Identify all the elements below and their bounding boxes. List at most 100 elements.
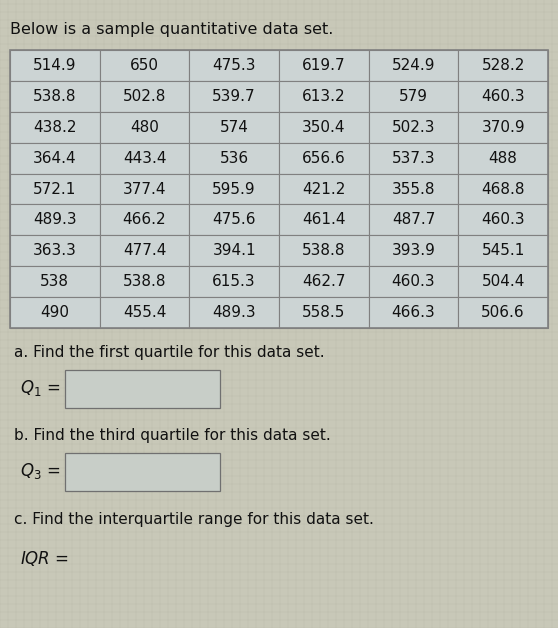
Text: 502.3: 502.3	[392, 120, 435, 135]
Text: 462.7: 462.7	[302, 274, 345, 289]
Text: 504.4: 504.4	[482, 274, 525, 289]
Bar	[65, 453, 220, 491]
Bar	[189, 297, 279, 328]
Bar	[369, 173, 458, 205]
Text: 466.2: 466.2	[123, 212, 166, 227]
Text: 538.8: 538.8	[123, 274, 166, 289]
Bar	[10, 297, 100, 328]
Bar	[189, 266, 279, 297]
Text: 475.3: 475.3	[213, 58, 256, 73]
Bar	[369, 143, 458, 173]
Bar	[189, 205, 279, 236]
Bar	[369, 266, 458, 297]
Text: 619.7: 619.7	[302, 58, 345, 73]
Bar	[369, 236, 458, 266]
Text: 524.9: 524.9	[392, 58, 435, 73]
Text: $IQR$ =: $IQR$ =	[20, 549, 69, 568]
Text: 539.7: 539.7	[213, 89, 256, 104]
Text: Below is a sample quantitative data set.: Below is a sample quantitative data set.	[10, 22, 333, 37]
Bar	[100, 173, 189, 205]
Text: 514.9: 514.9	[33, 58, 76, 73]
Bar	[458, 112, 548, 143]
Bar	[100, 143, 189, 173]
Text: 460.3: 460.3	[482, 89, 525, 104]
Bar	[279, 266, 369, 297]
Text: 443.4: 443.4	[123, 151, 166, 166]
Bar	[279, 112, 369, 143]
Text: 650: 650	[130, 58, 159, 73]
Bar	[369, 50, 458, 81]
Text: 460.3: 460.3	[392, 274, 435, 289]
Text: 595.9: 595.9	[213, 181, 256, 197]
Text: 477.4: 477.4	[123, 243, 166, 258]
Bar	[10, 266, 100, 297]
Text: 394.1: 394.1	[213, 243, 256, 258]
Bar	[100, 236, 189, 266]
Text: 538.8: 538.8	[302, 243, 345, 258]
Bar	[279, 173, 369, 205]
Text: 615.3: 615.3	[213, 274, 256, 289]
Text: 461.4: 461.4	[302, 212, 345, 227]
Bar	[10, 205, 100, 236]
Text: b. Find the third quartile for this data set.: b. Find the third quartile for this data…	[14, 428, 331, 443]
Text: $Q_1$ =: $Q_1$ =	[20, 378, 60, 398]
Bar	[279, 50, 369, 81]
Text: 350.4: 350.4	[302, 120, 345, 135]
Bar	[100, 112, 189, 143]
Bar	[189, 112, 279, 143]
Text: 466.3: 466.3	[392, 305, 435, 320]
Bar	[10, 50, 100, 81]
Text: a. Find the first quartile for this data set.: a. Find the first quartile for this data…	[14, 345, 325, 360]
Bar	[10, 143, 100, 173]
Bar	[458, 50, 548, 81]
Text: 455.4: 455.4	[123, 305, 166, 320]
Bar	[369, 81, 458, 112]
Text: 536: 536	[220, 151, 249, 166]
Text: 613.2: 613.2	[302, 89, 345, 104]
Text: 558.5: 558.5	[302, 305, 345, 320]
Text: 538.8: 538.8	[33, 89, 76, 104]
Bar	[10, 236, 100, 266]
Bar	[458, 81, 548, 112]
Text: 572.1: 572.1	[33, 181, 76, 197]
Bar	[458, 173, 548, 205]
Text: 370.9: 370.9	[482, 120, 525, 135]
Text: 363.3: 363.3	[33, 243, 77, 258]
Text: 421.2: 421.2	[302, 181, 345, 197]
Text: 468.8: 468.8	[482, 181, 525, 197]
Text: c. Find the interquartile range for this data set.: c. Find the interquartile range for this…	[14, 512, 374, 527]
Text: 489.3: 489.3	[213, 305, 256, 320]
Bar	[100, 266, 189, 297]
Bar	[189, 81, 279, 112]
Bar	[189, 50, 279, 81]
Bar	[279, 205, 369, 236]
Bar	[100, 205, 189, 236]
Bar	[369, 112, 458, 143]
Text: 502.8: 502.8	[123, 89, 166, 104]
Text: 574: 574	[220, 120, 249, 135]
Bar	[189, 143, 279, 173]
Bar	[369, 205, 458, 236]
Text: 377.4: 377.4	[123, 181, 166, 197]
Text: 528.2: 528.2	[482, 58, 525, 73]
Bar	[100, 297, 189, 328]
Text: 480: 480	[130, 120, 159, 135]
Text: 506.6: 506.6	[482, 305, 525, 320]
Text: 579: 579	[399, 89, 428, 104]
Text: 538: 538	[40, 274, 69, 289]
Bar	[458, 266, 548, 297]
Text: 545.1: 545.1	[482, 243, 525, 258]
Text: 488: 488	[489, 151, 518, 166]
Text: 490: 490	[40, 305, 69, 320]
Bar	[279, 143, 369, 173]
Text: 438.2: 438.2	[33, 120, 76, 135]
Bar	[458, 297, 548, 328]
Bar	[189, 173, 279, 205]
Bar	[458, 143, 548, 173]
Text: 487.7: 487.7	[392, 212, 435, 227]
Bar	[65, 370, 220, 408]
Bar	[10, 81, 100, 112]
Text: 489.3: 489.3	[33, 212, 76, 227]
Bar	[100, 50, 189, 81]
Text: 393.9: 393.9	[392, 243, 435, 258]
